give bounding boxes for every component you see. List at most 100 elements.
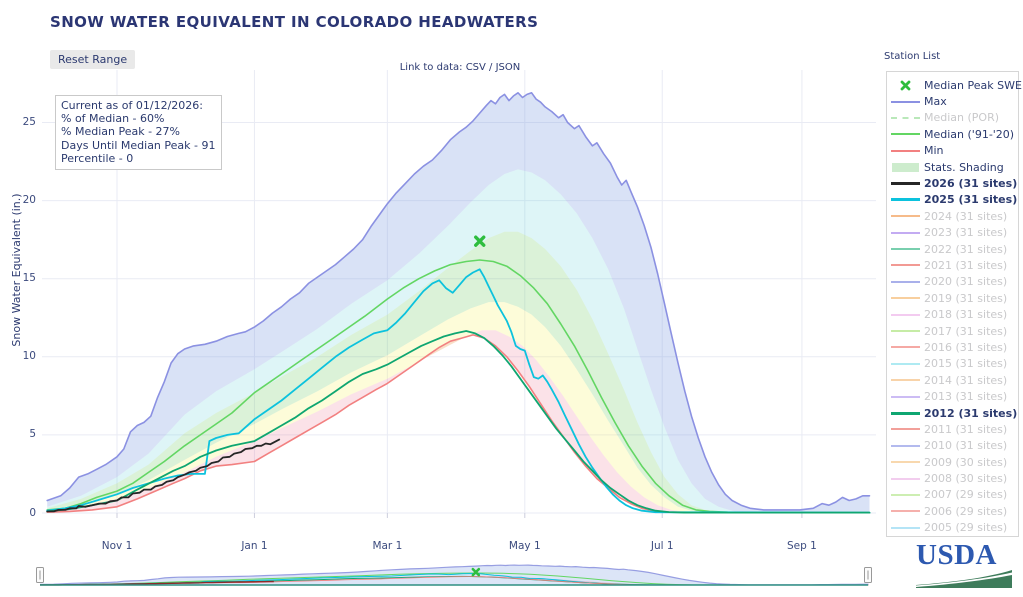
series-lines [46,92,871,514]
legend-item-2021-31-sites-[interactable]: 2021 (31 sites) [890,257,1017,273]
legend-label: Min [924,144,944,158]
legend-item-2016-31-sites-[interactable]: 2016 (31 sites) [890,339,1017,355]
legend-item-median-peak-swe[interactable]: Median Peak SWE [890,77,1022,93]
legend-label: 2018 (31 sites) [924,308,1008,322]
x-tick-label: Nov 1 [101,540,133,552]
x-tick-label: May 1 [508,540,541,552]
info-line: Percentile - 0 [61,151,134,165]
station-list-link[interactable]: Station List [884,51,941,62]
legend-swatch-line [890,428,921,431]
legend-item-2023-31-sites-[interactable]: 2023 (31 sites) [890,225,1017,241]
usda-logo: USDA [916,539,1018,594]
legend-item-2020-31-sites-[interactable]: 2020 (31 sites) [890,274,1017,290]
legend-swatch-line [890,297,921,300]
y-tick-label: 10 [22,350,36,363]
legend-label: 2020 (31 sites) [924,275,1008,289]
legend-swatch-line [890,461,921,464]
legend-label: 2010 (31 sites) [924,439,1008,453]
navigator[interactable] [36,564,872,586]
legend-item-2007-29-sites-[interactable]: 2007 (29 sites) [890,487,1017,503]
legend-swatch-line [890,477,921,480]
x-tick-label: Jan 1 [241,540,268,552]
link-separator: / [489,62,493,73]
legend-item-stats-shading[interactable]: Stats. Shading [890,159,1017,175]
legend-label: Median (POR) [924,111,1000,125]
info-line: Days Until Median Peak - 91 [61,138,216,152]
legend-swatch-line [890,182,921,186]
legend-label: 2006 (29 sites) [924,504,1008,518]
legend-swatch-line [890,133,921,136]
reset-range-button[interactable]: Reset Range [50,50,136,69]
page-title: SNOW WATER EQUIVALENT IN COLORADO HEADWA… [50,13,539,31]
legend-item-max[interactable]: Max [890,93,1017,109]
legend-swatch-patch [890,162,921,172]
csv-link[interactable]: CSV [465,62,486,73]
legend-label: 2022 (31 sites) [924,242,1008,256]
legend-label: 2013 (31 sites) [924,390,1008,404]
legend-label: 2025 (31 sites) [924,193,1018,207]
info-line: Current as of 01/12/2026: [61,99,203,112]
legend-item-2013-31-sites-[interactable]: 2013 (31 sites) [890,388,1017,404]
legend-label: Median Peak SWE [924,78,1022,92]
legend-label: 2014 (31 sites) [924,373,1008,387]
legend-swatch-line [890,379,921,382]
legend-swatch-line [890,149,921,152]
legend-label: Stats. Shading [924,160,1004,174]
band-30th-to-10th [47,302,870,513]
legend-swatch-line [890,444,921,447]
legend-item-2008-30-sites-[interactable]: 2008 (30 sites) [890,470,1017,486]
series-2025-31-sites- [46,268,871,514]
legend-item-min[interactable]: Min [890,143,1017,159]
info-line: % Median Peak - 27% [61,125,180,139]
legend-item-2018-31-sites-[interactable]: 2018 (31 sites) [890,306,1017,322]
y-tick-label: 5 [29,428,36,441]
legend-item-2011-31-sites-[interactable]: 2011 (31 sites) [890,421,1017,437]
legend-item-2024-31-sites-[interactable]: 2024 (31 sites) [890,208,1017,224]
json-link[interactable]: JSON [495,62,521,73]
info-line: % of Median - 60% [61,112,165,126]
series-median-91-20- [46,259,871,514]
legend-swatch-line [890,264,921,267]
legend: Median Peak SWE Max Median (POR) Median ('9… [886,71,1022,537]
legend-item-median-por-[interactable]: Median (POR) [890,110,1017,126]
legend-item-2010-31-sites-[interactable]: 2010 (31 sites) [890,438,1017,454]
legend-label: Median ('91-'20) [924,127,1015,141]
usda-logo-text: USDA [916,539,997,571]
legend-item-2022-31-sites-[interactable]: 2022 (31 sites) [890,241,1017,257]
median-peak-swe-marker [474,235,486,247]
y-tick-label: 0 [29,506,36,519]
legend-label: 2012 (31 sites) [924,406,1018,420]
legend-swatch-line [890,313,921,316]
legend-item-median-91-20-[interactable]: Median ('91-'20) [890,126,1017,142]
legend-item-2019-31-sites-[interactable]: 2019 (31 sites) [890,290,1017,306]
legend-swatch-line [890,510,921,513]
band-90th-to-70th [47,169,870,513]
legend-swatch-line [890,215,921,218]
link-to-data-label: Link to data: [399,62,463,73]
legend-item-2017-31-sites-[interactable]: 2017 (31 sites) [890,323,1017,339]
legend-swatch-line [890,346,921,349]
current-status-box: Current as of 01/12/2026:% of Median - 6… [55,95,223,171]
legend-label: 2026 (31 sites) [924,177,1018,191]
legend-swatch-line [890,330,921,333]
legend-label: 2005 (29 sites) [924,521,1008,535]
legend-item-2005-29-sites-[interactable]: 2005 (29 sites) [890,520,1017,536]
legend-swatch-line [890,280,921,283]
series-2012-31-sites- [46,330,871,514]
legend-item-2009-30-sites-[interactable]: 2009 (30 sites) [890,454,1017,470]
legend-item-2006-29-sites-[interactable]: 2006 (29 sites) [890,503,1017,519]
legend-item-2026-31-sites-[interactable]: 2026 (31 sites) [890,175,1017,191]
legend-swatch-line [890,198,921,202]
x-tick-label: Jul 1 [650,540,674,552]
legend-swatch-line [890,526,921,529]
legend-item-2015-31-sites-[interactable]: 2015 (31 sites) [890,356,1017,372]
x-tick-label: Sep 1 [787,540,817,552]
median-peak-marker-icon [890,80,921,91]
legend-label: 2008 (30 sites) [924,472,1008,486]
legend-item-2012-31-sites-[interactable]: 2012 (31 sites) [890,405,1017,421]
legend-item-2014-31-sites-[interactable]: 2014 (31 sites) [890,372,1017,388]
legend-swatch-line [890,493,921,496]
legend-item-2025-31-sites-[interactable]: 2025 (31 sites) [890,192,1017,208]
